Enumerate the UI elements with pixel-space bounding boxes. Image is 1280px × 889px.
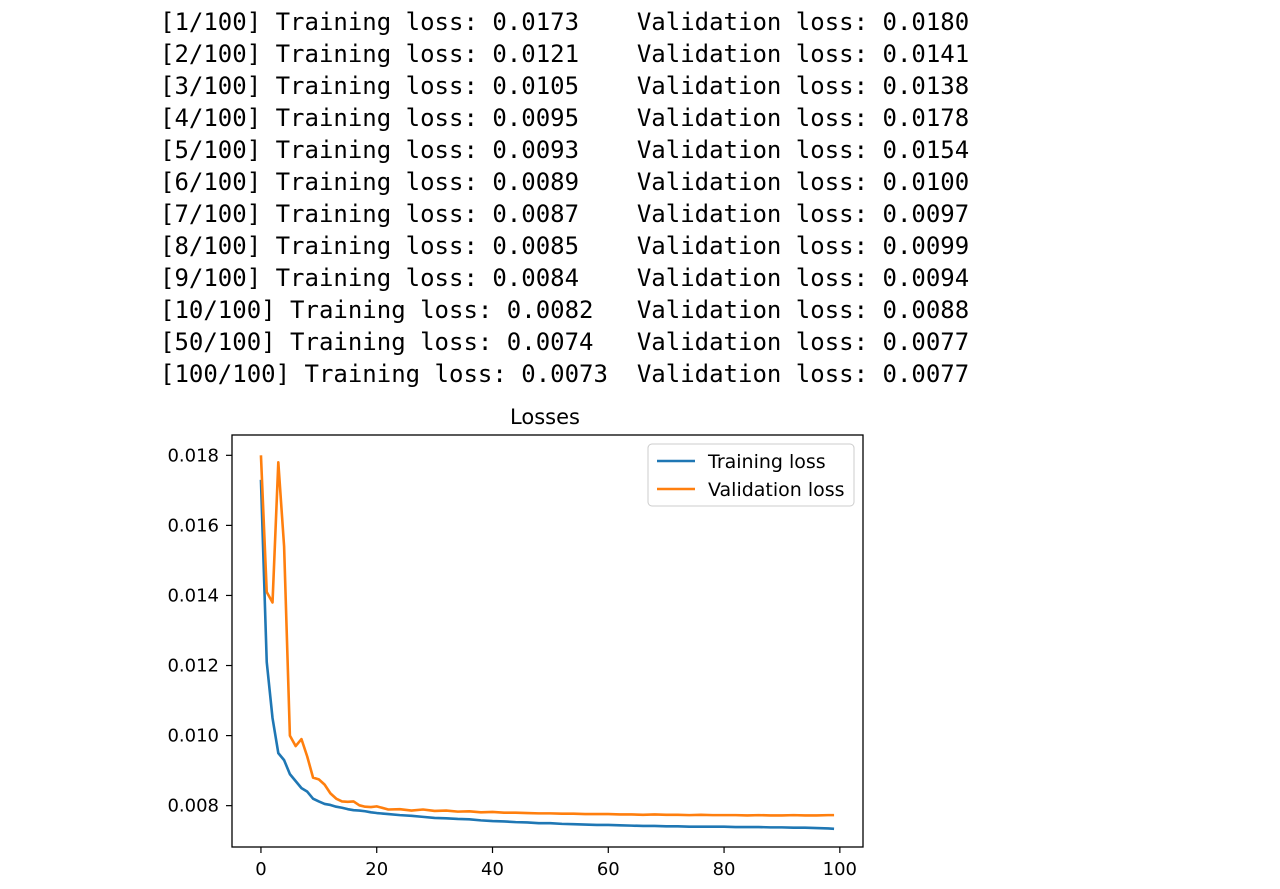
- training-loss-label: Training loss:: [275, 264, 478, 292]
- training-loss-value: 0.0095: [492, 104, 580, 132]
- training-loss-label: Training loss:: [275, 104, 478, 132]
- y-tick-label: 0.010: [167, 726, 219, 747]
- log-line-6: [7/100] Training loss: 0.0087 Validation…: [160, 198, 1060, 230]
- y-tick-label: 0.014: [167, 585, 219, 606]
- training-loss-label: Training loss:: [275, 72, 478, 100]
- validation-loss-value: 0.0077: [882, 328, 970, 356]
- training-loss-label: Training loss:: [275, 8, 478, 36]
- training-loss-value: 0.0084: [492, 264, 580, 292]
- validation-loss-label: Validation loss:: [636, 232, 869, 260]
- log-line-1: [2/100] Training loss: 0.0121 Validation…: [160, 38, 1060, 70]
- y-tick-label: 0.012: [167, 656, 219, 677]
- validation-loss-value: 0.0178: [882, 104, 970, 132]
- validation-loss-value: 0.0077: [882, 360, 970, 388]
- epoch-label: [100/100]: [160, 360, 291, 388]
- validation-loss-value: 0.0141: [882, 40, 970, 68]
- epoch-label: [3/100]: [160, 72, 262, 100]
- training-loss-value: 0.0089: [492, 168, 580, 196]
- log-line-5: [6/100] Training loss: 0.0089 Validation…: [160, 166, 1060, 198]
- training-loss-label: Training loss:: [275, 168, 478, 196]
- training-loss-value: 0.0073: [521, 360, 608, 388]
- log-line-0: [1/100] Training loss: 0.0173 Validation…: [160, 6, 1060, 38]
- validation-loss-label: Validation loss:: [636, 296, 869, 324]
- log-line-4: [5/100] Training loss: 0.0093 Validation…: [160, 134, 1060, 166]
- training-loss-value: 0.0074: [506, 328, 594, 356]
- y-axis: 0.008 0.010 0.012 0.014 0.016 0.018: [167, 445, 232, 817]
- validation-loss-value: 0.0180: [882, 8, 970, 36]
- training-log: [1/100] Training loss: 0.0173 Validation…: [160, 6, 1060, 390]
- validation-loss-label: Validation loss:: [636, 200, 869, 228]
- validation-loss-value: 0.0099: [882, 232, 970, 260]
- training-loss-label: Training loss:: [275, 136, 478, 164]
- plot-frame: [231, 434, 864, 848]
- epoch-label: [10/100]: [160, 296, 276, 324]
- log-line-11: [100/100] Training loss: 0.0073 Validati…: [160, 358, 1060, 390]
- legend: Training loss Validation loss: [647, 443, 855, 507]
- validation-loss-label: Validation loss:: [636, 360, 869, 388]
- x-tick-label: 40: [481, 859, 504, 880]
- validation-loss-value: 0.0154: [882, 136, 970, 164]
- training-loss-label: Training loss:: [290, 296, 493, 324]
- x-tick-label: 20: [365, 859, 388, 880]
- training-loss-value: 0.0085: [492, 232, 580, 260]
- log-line-7: [8/100] Training loss: 0.0085 Validation…: [160, 230, 1060, 262]
- x-tick-label: 0: [255, 859, 266, 880]
- validation-loss-label: Validation loss:: [636, 328, 869, 356]
- legend-label-validation-loss: Validation loss: [708, 479, 845, 501]
- epoch-label: [5/100]: [160, 136, 262, 164]
- validation-loss-label: Validation loss:: [636, 168, 869, 196]
- validation-loss-label: Validation loss:: [636, 8, 869, 36]
- validation-loss-label: Validation loss:: [636, 40, 869, 68]
- chart-title: Losses: [510, 405, 580, 429]
- y-tick-label: 0.008: [167, 796, 219, 817]
- epoch-label: [50/100]: [160, 328, 276, 356]
- training-loss-value: 0.0105: [492, 72, 580, 100]
- series-line-training-loss: [259, 479, 835, 831]
- training-loss-value: 0.0082: [506, 296, 594, 324]
- training-loss-value: 0.0087: [492, 200, 580, 228]
- validation-loss-label: Validation loss:: [636, 72, 869, 100]
- legend-box: [647, 443, 855, 507]
- training-loss-label: Training loss:: [304, 360, 507, 388]
- training-loss-label: Training loss:: [290, 328, 493, 356]
- epoch-label: [6/100]: [160, 168, 262, 196]
- validation-loss-value: 0.0138: [882, 72, 970, 100]
- x-tick-label: 80: [713, 859, 736, 880]
- validation-loss-value: 0.0097: [882, 200, 970, 228]
- x-axis: 0 20 40 60 80 100: [255, 847, 857, 880]
- y-tick-label: 0.016: [167, 515, 219, 536]
- epoch-label: [1/100]: [160, 8, 262, 36]
- training-loss-label: Training loss:: [275, 232, 478, 260]
- series-line-validation-loss: [259, 455, 835, 817]
- log-line-10: [50/100] Training loss: 0.0074 Validatio…: [160, 326, 1060, 358]
- validation-loss-label: Validation loss:: [636, 104, 869, 132]
- training-loss-value: 0.0173: [492, 8, 580, 36]
- epoch-label: [4/100]: [160, 104, 262, 132]
- training-loss-label: Training loss:: [275, 40, 478, 68]
- training-loss-value: 0.0121: [492, 40, 580, 68]
- x-tick-label: 100: [823, 859, 857, 880]
- x-tick-label: 60: [597, 859, 620, 880]
- training-loss-value: 0.0093: [492, 136, 580, 164]
- log-line-2: [3/100] Training loss: 0.0105 Validation…: [160, 70, 1060, 102]
- training-loss-label: Training loss:: [275, 200, 478, 228]
- legend-label-training-loss: Training loss: [707, 451, 826, 473]
- validation-loss-label: Validation loss:: [636, 136, 869, 164]
- validation-loss-label: Validation loss:: [636, 264, 869, 292]
- epoch-label: [8/100]: [160, 232, 262, 260]
- series-lines: [259, 455, 835, 831]
- log-line-9: [10/100] Training loss: 0.0082 Validatio…: [160, 294, 1060, 326]
- log-line-8: [9/100] Training loss: 0.0084 Validation…: [160, 262, 1060, 294]
- validation-loss-value: 0.0100: [882, 168, 970, 196]
- y-tick-label: 0.018: [167, 445, 219, 466]
- epoch-label: [7/100]: [160, 200, 262, 228]
- epoch-label: [2/100]: [160, 40, 262, 68]
- epoch-label: [9/100]: [160, 264, 262, 292]
- log-line-3: [4/100] Training loss: 0.0095 Validation…: [160, 102, 1060, 134]
- validation-loss-value: 0.0088: [882, 296, 970, 324]
- validation-loss-value: 0.0094: [882, 264, 970, 292]
